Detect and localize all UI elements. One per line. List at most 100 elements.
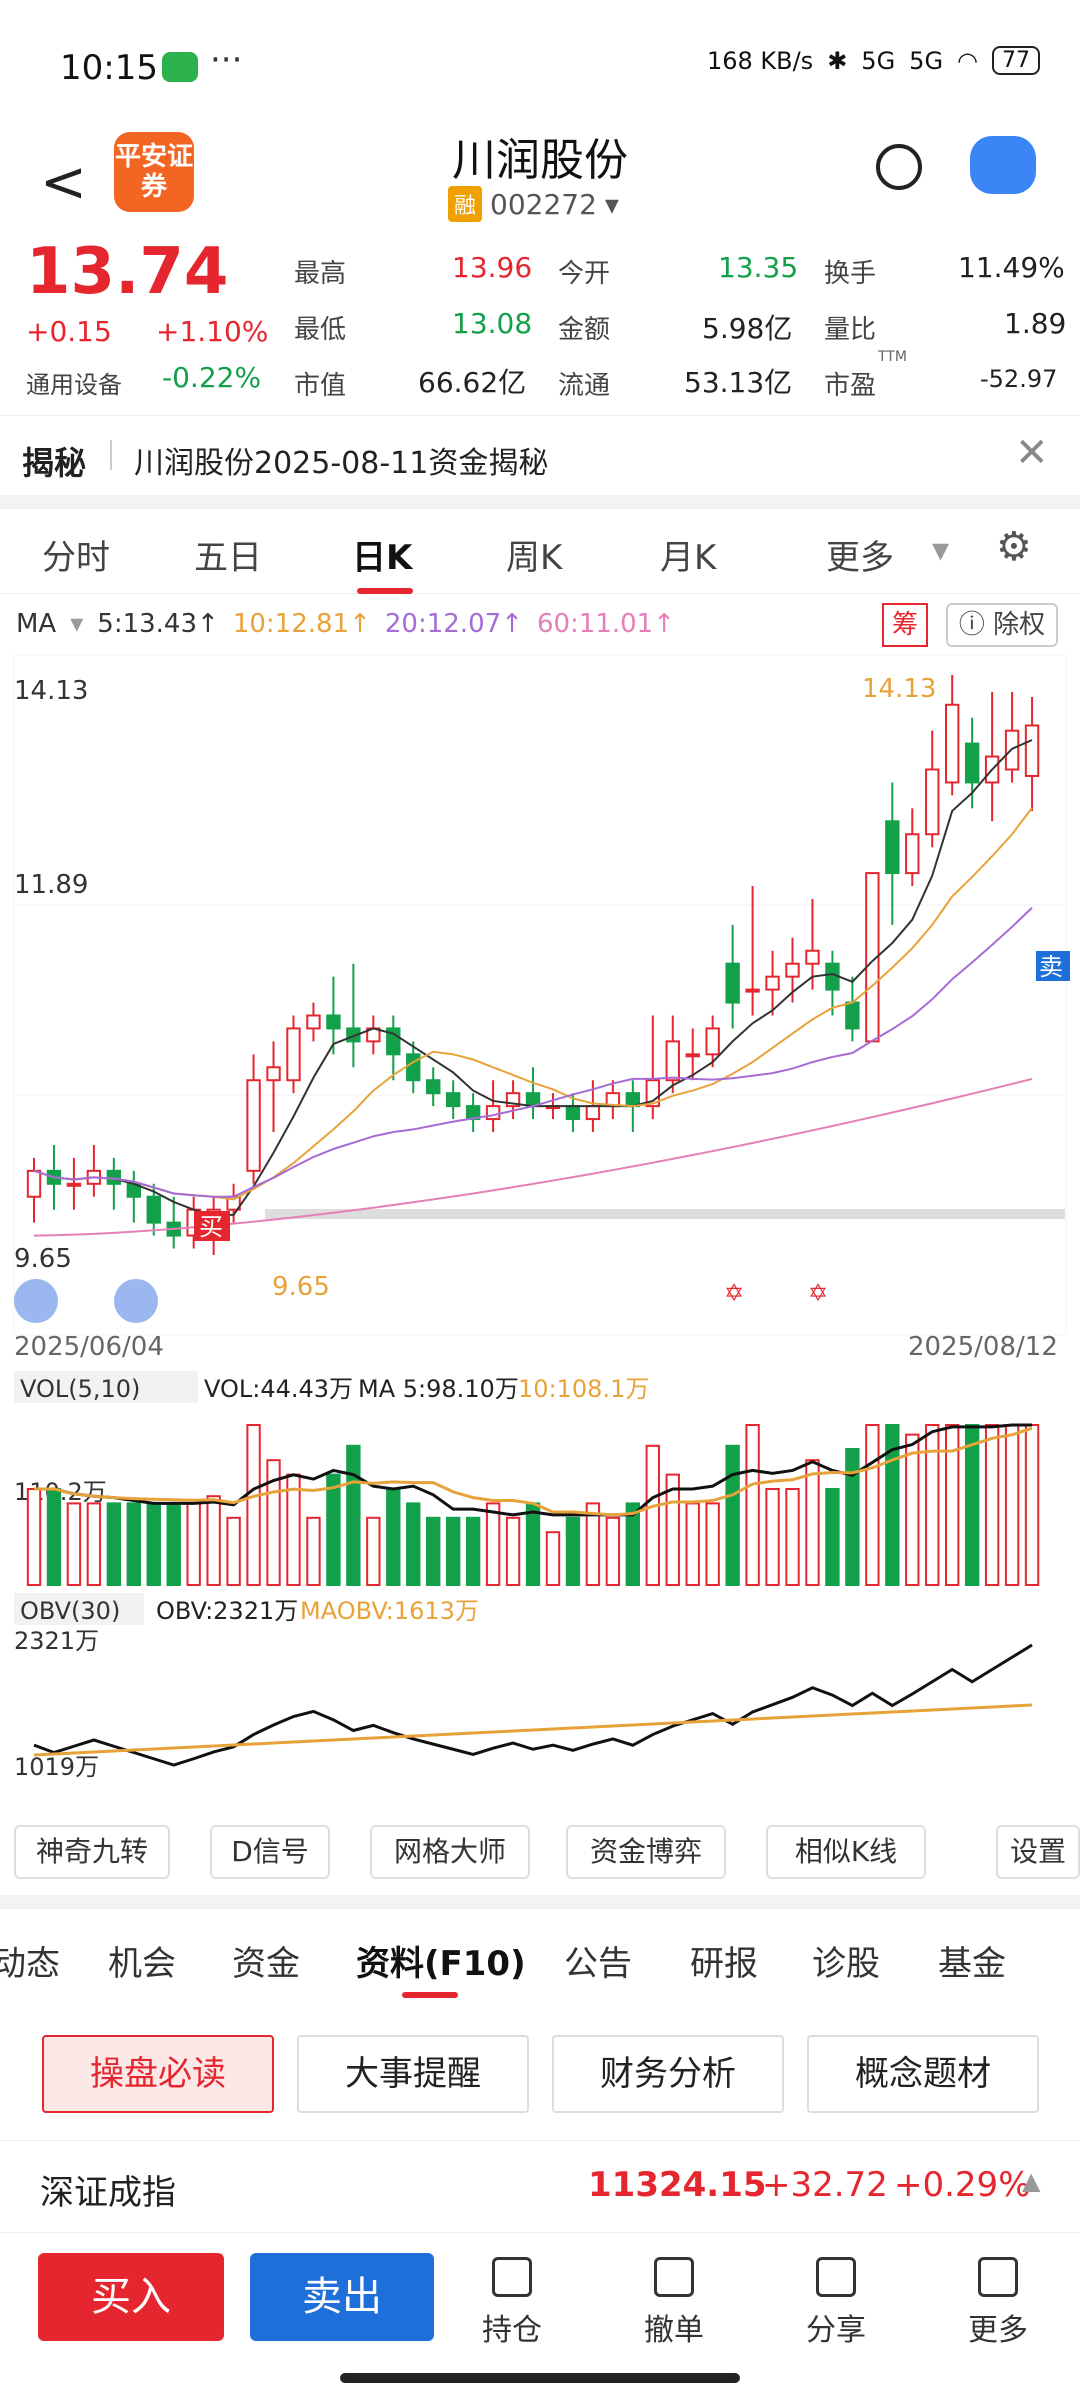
tool-grid-master[interactable]: 网格大师 <box>370 1825 530 1879</box>
nav-cancel-order[interactable]: 撤单 <box>624 2257 724 2349</box>
tab-capital[interactable]: 资金 <box>232 1944 300 1984</box>
tool-similar-k[interactable]: 相似K线 <box>766 1825 926 1879</box>
candle-body <box>266 1066 281 1082</box>
volume-bar <box>106 1502 122 1587</box>
float-label: 流通 <box>558 371 611 401</box>
tool-nine-turn[interactable]: 神奇九转 <box>14 1825 170 1879</box>
nav-share[interactable]: 分享 <box>786 2257 886 2349</box>
vol-label[interactable]: VOL(5,10) <box>20 1375 140 1403</box>
event-star-icon[interactable]: ✡ <box>808 1279 828 1307</box>
obv-value: OBV:2321万 <box>156 1597 298 1625</box>
volume-bar <box>925 1424 940 1586</box>
tab-weekly-k[interactable]: 周K <box>506 538 563 578</box>
obv-indicator-selector[interactable] <box>14 1593 144 1625</box>
tab-five-day[interactable]: 五日 <box>194 538 262 578</box>
y-axis-mid: 11.89 <box>14 870 88 900</box>
turnover-label: 换手 <box>824 259 877 289</box>
event-star-icon[interactable]: ✡ <box>724 1279 744 1307</box>
tool-d-signal[interactable]: D信号 <box>210 1825 330 1879</box>
tab-f10[interactable]: 资料(F10) <box>356 1944 526 1984</box>
volume-bar <box>765 1488 780 1586</box>
ma-label[interactable]: MA <box>16 609 57 639</box>
chevron-down-icon[interactable]: ▾ <box>70 609 84 639</box>
volume-bar <box>825 1488 840 1586</box>
vol-value: VOL:44.43万 <box>204 1375 353 1403</box>
stock-code-selector[interactable]: 融 002272 ▾ <box>448 186 619 222</box>
ma10-value: 10:12.81↑ <box>232 609 371 639</box>
nav-more[interactable]: 更多 <box>948 2257 1048 2349</box>
date-start: 2025/06/04 <box>14 1332 164 1362</box>
gear-icon[interactable]: ⚙ <box>996 524 1032 570</box>
volume-bar <box>865 1424 880 1586</box>
divider <box>110 440 112 470</box>
volume-bar <box>426 1516 441 1586</box>
chevron-down-icon[interactable]: ▾ <box>932 530 950 570</box>
fullscreen-icon[interactable] <box>114 1279 158 1323</box>
tab-intraday[interactable]: 分时 <box>42 538 110 578</box>
candle-body <box>246 1079 261 1172</box>
obv-label[interactable]: OBV(30) <box>20 1597 120 1625</box>
volume-bar <box>186 1502 201 1587</box>
status-indicators: 168 KB/s ✱ 5G 5G ◠ 77 <box>707 46 1040 75</box>
candle-body <box>745 988 760 993</box>
chart-period-tabs: 分时 五日 日K 周K 月K 更多 ▾ ⚙ <box>0 510 1080 594</box>
search-icon[interactable] <box>876 144 922 190</box>
tab-research[interactable]: 研报 <box>690 1944 758 1984</box>
sell-button[interactable]: 卖出 <box>250 2253 434 2341</box>
volume-bar <box>565 1516 581 1586</box>
tab-diagnosis[interactable]: 诊股 <box>812 1944 880 1984</box>
nav-share-label: 分享 <box>806 2313 866 2348</box>
reveal-title: 揭秘 <box>22 444 87 482</box>
chip-distribution-button[interactable]: 筹 <box>882 603 928 647</box>
reveal-subtitle: 川润股份2025-08-11资金揭秘 <box>134 446 549 481</box>
f10-must-read[interactable]: 操盘必读 <box>42 2035 274 2113</box>
candle-body <box>585 1105 601 1121</box>
nav-holdings[interactable]: 持仓 <box>462 2257 562 2349</box>
tab-monthly-k[interactable]: 月K <box>660 538 717 578</box>
index-ticker-bar[interactable]: 深证成指 11324.15 +32.72 +0.29% ▲ <box>0 2140 1080 2232</box>
battery-icon: 77 <box>992 46 1040 75</box>
volume-bar <box>685 1502 700 1587</box>
tool-settings[interactable]: 设置 <box>996 1825 1080 1879</box>
candle-body <box>765 975 780 991</box>
nav-holdings-label: 持仓 <box>482 2313 542 2348</box>
candle-body <box>406 1053 421 1082</box>
tool-capital-game[interactable]: 资金博弈 <box>566 1825 726 1879</box>
stock-name: 川润股份 <box>452 135 628 186</box>
close-icon[interactable]: ✕ <box>1015 430 1049 476</box>
tab-announcement[interactable]: 公告 <box>564 1944 632 1984</box>
tab-daily-k[interactable]: 日K <box>352 538 413 578</box>
kline-svg[interactable]: 14.13 11.89 9.65 14.13 9.65 买 卖 ✡ ✡ 2025… <box>0 655 1080 1805</box>
date-end: 2025/08/12 <box>908 1332 1058 1362</box>
volume-bar <box>1024 1424 1040 1586</box>
pe-ttm-sup: TTM <box>878 349 907 365</box>
f10-event-reminder[interactable]: 大事提醒 <box>297 2035 529 2113</box>
ma-legend: MA ▾ 5:13.43↑ 10:12.81↑ 20:12.07↑ 60:11.… <box>16 609 675 639</box>
volume-bar <box>705 1502 720 1587</box>
float-value: 53.13亿 <box>684 366 793 399</box>
expand-left-icon[interactable] <box>14 1279 58 1323</box>
back-button[interactable]: < <box>40 150 87 215</box>
undo-icon <box>654 2257 694 2297</box>
amount-value: 5.98亿 <box>702 312 793 345</box>
tab-fund[interactable]: 基金 <box>938 1944 1006 1984</box>
vol-indicator-selector[interactable] <box>14 1371 198 1403</box>
price-change-pct: +1.10% <box>156 315 269 348</box>
candles-group <box>26 675 1040 1255</box>
candle-body <box>705 1027 720 1056</box>
tab-news[interactable]: 动态 <box>0 1944 60 1984</box>
ai-robot-icon[interactable] <box>970 136 1036 194</box>
menu-icon <box>978 2257 1018 2297</box>
sector-name[interactable]: 通用设备 <box>26 371 122 399</box>
capital-reveal-bar[interactable]: 揭秘 川润股份2025-08-11资金揭秘 ✕ <box>0 415 1080 495</box>
ex-rights-button[interactable]: ⓘ 除权 <box>946 603 1058 647</box>
tab-more[interactable]: 更多 <box>826 538 894 578</box>
f10-concept-theme[interactable]: 概念题材 <box>807 2035 1039 2113</box>
f10-financial-analysis[interactable]: 财务分析 <box>552 2035 784 2113</box>
chevron-up-icon[interactable]: ▲ <box>1022 2167 1041 2195</box>
kline-chart-area[interactable]: MA ▾ 5:13.43↑ 10:12.81↑ 20:12.07↑ 60:11.… <box>0 595 1080 1835</box>
wifi-icon: ◠ <box>957 46 978 75</box>
candle-body <box>106 1169 122 1185</box>
buy-button[interactable]: 买入 <box>38 2253 224 2341</box>
tab-opportunity[interactable]: 机会 <box>108 1944 176 1984</box>
